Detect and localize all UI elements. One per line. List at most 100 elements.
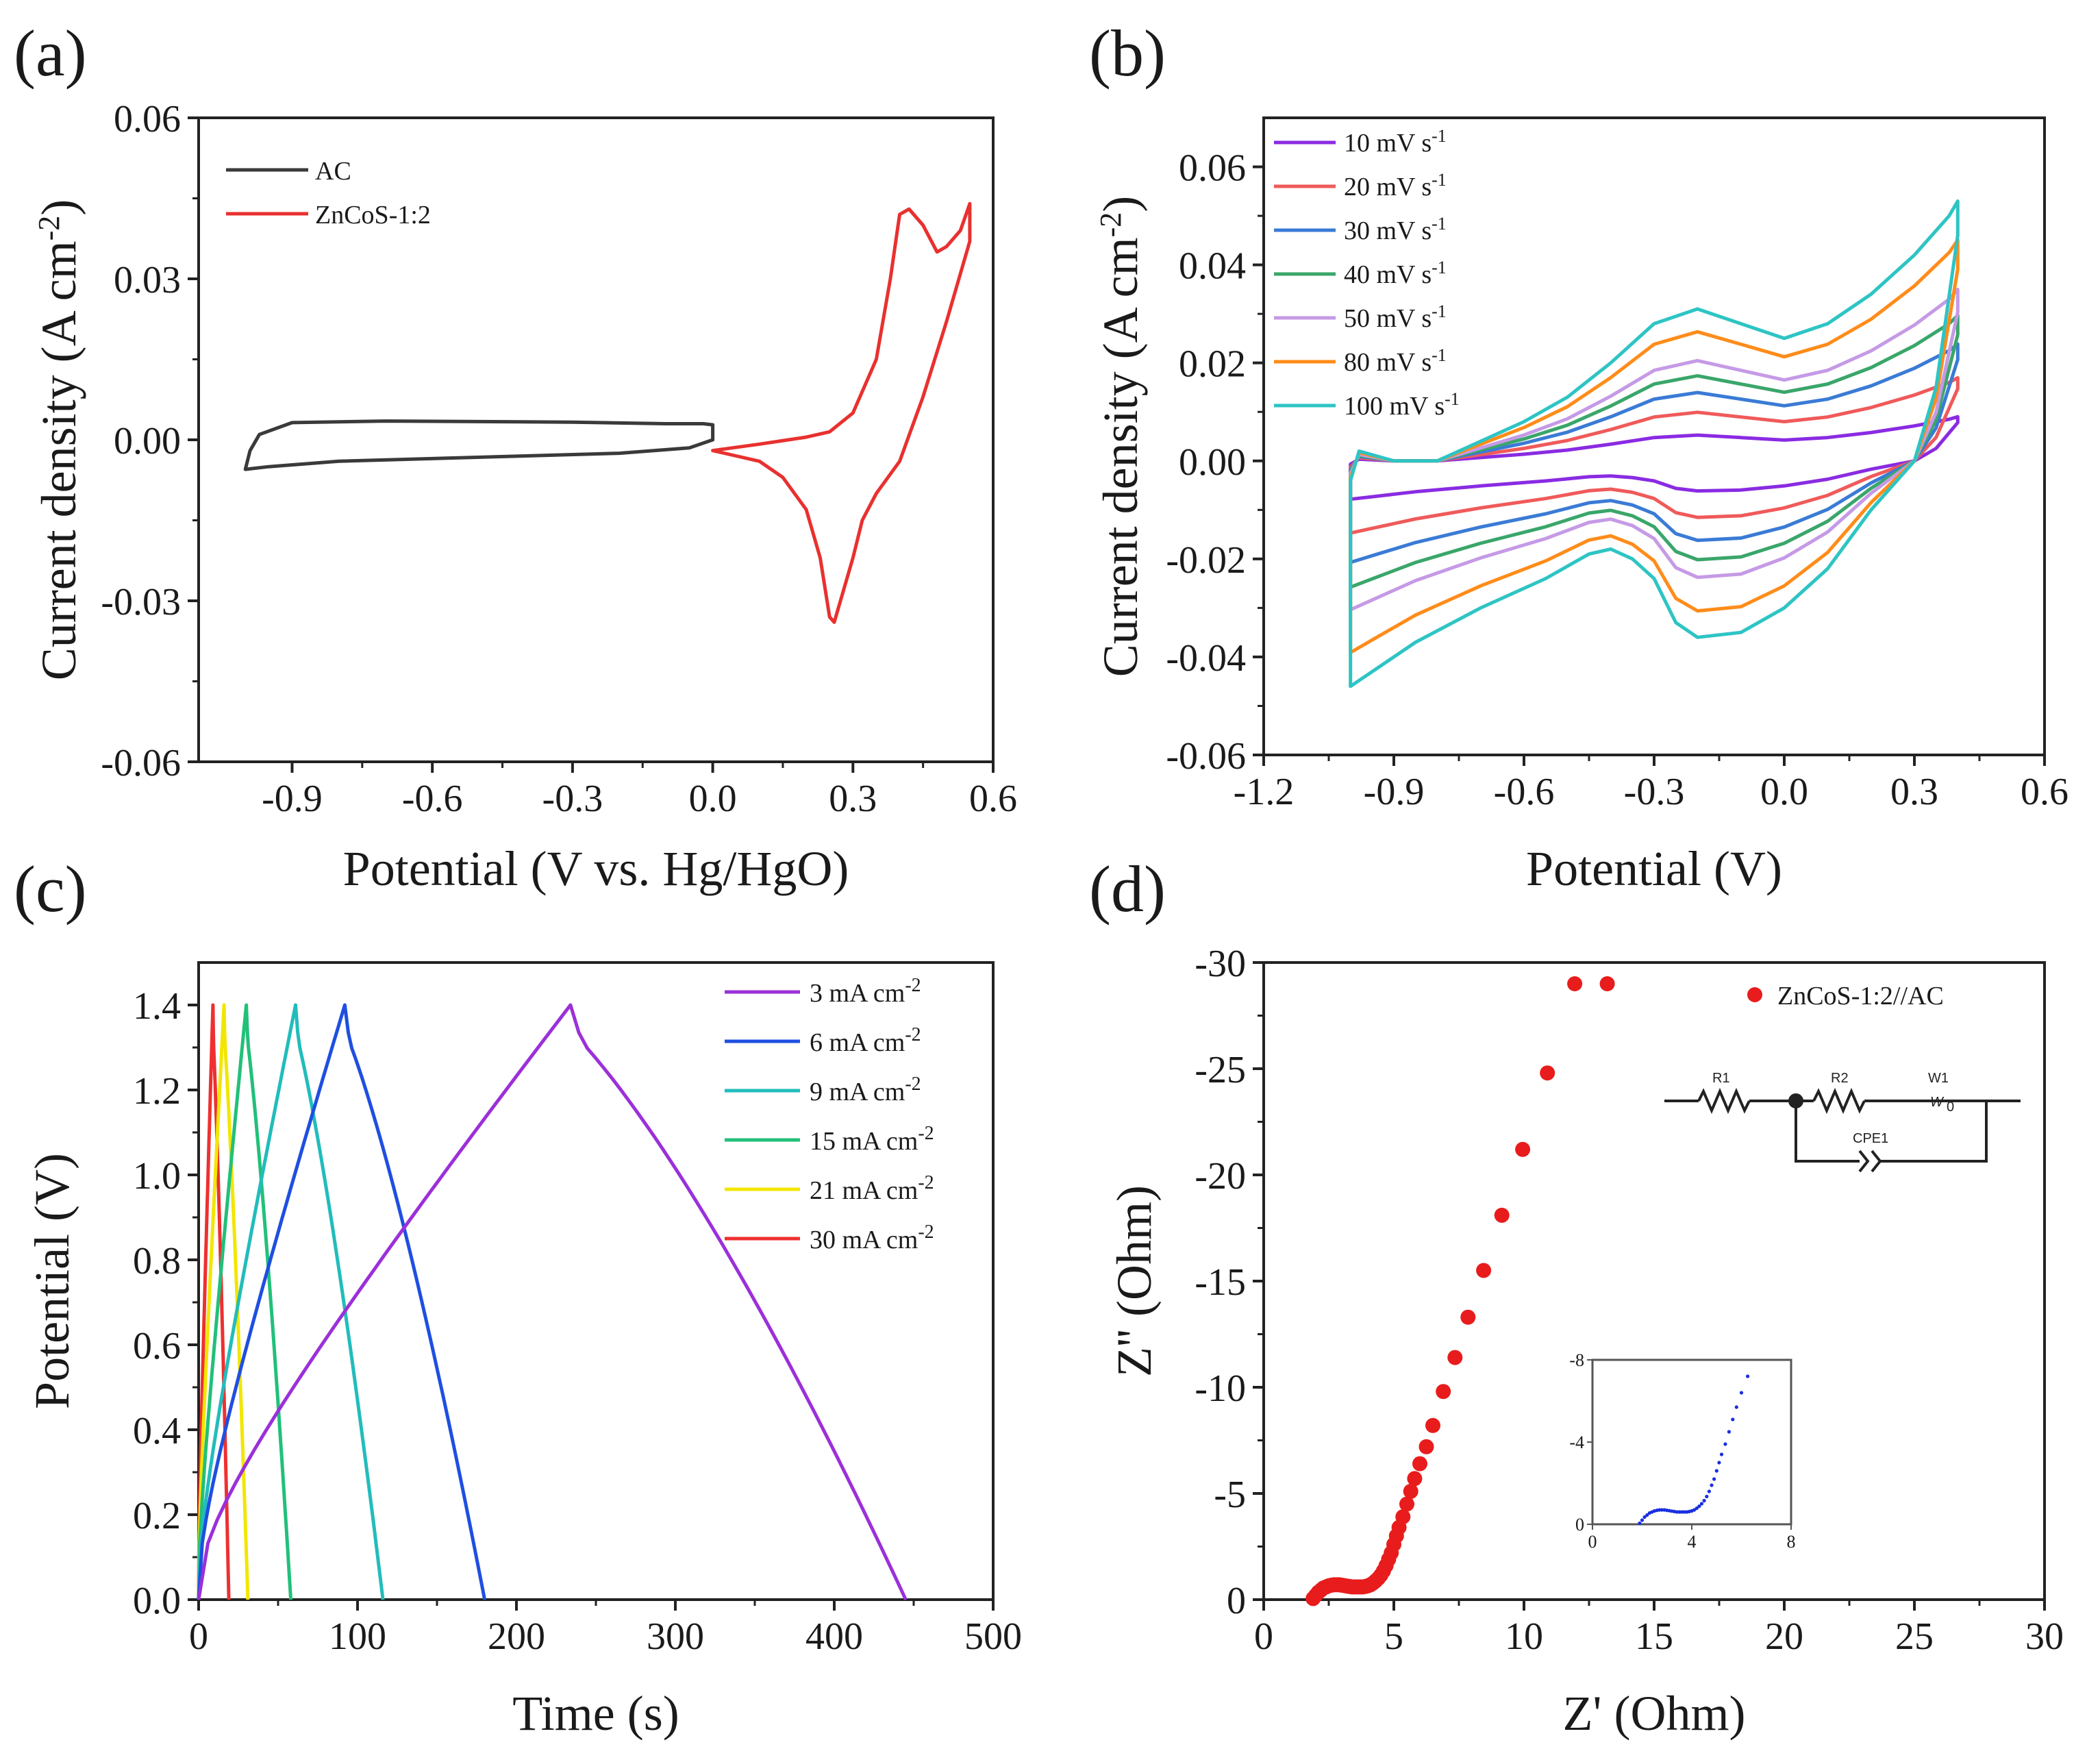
legend-label-b-main: 10 mV s [1344,129,1432,158]
gcd-curve [197,1003,231,1600]
cpe-icon [1858,1150,1870,1173]
nyquist-point [1407,1471,1423,1487]
nyquist-point [1399,1496,1414,1512]
legend-label-c-main: 30 mA cm [810,1226,918,1254]
legend-label-zncos: ZnCoS-1:2 [315,201,431,229]
nyquist-point [1447,1350,1463,1365]
legend-label-c-main: 3 mA cm [810,979,905,1008]
x-axis-title-b: Potential (V) [1526,841,1782,896]
legend-label-ac: AC [315,157,351,186]
cv-curve-1 [1349,375,1960,535]
legend-label-b-main: 50 mV s [1344,304,1432,333]
x-axis-title-d: Z' (Ohm) [1563,1686,1746,1741]
circuit-label-w-symbol: W [1930,1095,1945,1110]
x-tick-label: 400 [805,1615,863,1658]
y-tick-label: -10 [1195,1367,1246,1410]
nyquist-point [1494,1207,1510,1223]
legend-label-b: 80 mV s-1 [1344,345,1447,377]
nyquist-point [1418,1439,1434,1454]
panel-label-b: (b) [1089,16,1166,90]
inset-point [1638,1521,1642,1526]
x-axis-title-c: Time (s) [512,1686,679,1741]
inset-point [1699,1502,1704,1506]
inset-point [1723,1442,1727,1446]
y-tick-label: 0 [1227,1580,1246,1622]
legend-label-c-sup: -2 [918,1172,934,1193]
y-tick-label: 0.02 [1179,343,1246,386]
legend-label-b: 10 mV s-1 [1344,126,1447,158]
axis-ticks-a: -0.9 -0.6 -0.3 0.0 0.3 0.6 -0.06 -0.03 0.00 0.03 0… [101,98,1017,820]
y-tick-label: 0.6 [133,1325,181,1367]
legend-label-b-main: 100 mV s [1344,392,1445,421]
y-tick-label: 0.0 [133,1580,181,1622]
legend-label-b: 100 mV s-1 [1344,389,1460,421]
y-axis-title-a: Current density (A cm-2) [32,199,86,681]
legend-label-b: 40 mV s-1 [1344,258,1447,290]
y-axis-title-a-sup: -2 [32,216,66,241]
y-tick-label: -0.06 [101,742,181,784]
circuit-wire [1880,1101,1988,1163]
cv-curve-6 [1349,199,1960,688]
y-tick-label: -25 [1195,1049,1246,1091]
nyquist-point [1425,1417,1440,1433]
x-tick-label: 0.3 [1890,771,1938,813]
legend-label-c-sup: -2 [918,1221,934,1243]
panel-c: (c) 0 100 200 300 400 500 0.0 0.2 0.4 0.6 0.8 1.0 1.… [14,852,1022,1741]
y-tick-label: -5 [1214,1474,1246,1516]
legend-label-b: 50 mV s-1 [1344,301,1447,334]
x-tick-label: 0.0 [689,778,737,820]
legend-label-b-main: 80 mV s [1344,348,1432,377]
inset-point [1705,1494,1709,1499]
inset-y-tick-label: -4 [1569,1432,1584,1452]
x-tick-label: 0.3 [829,778,877,820]
inset-ticks: 0 4 8 0 -4 -8 [1569,1350,1795,1552]
axis-ticks-c: 0 100 200 300 400 500 0.0 0.2 0.4 0.6 0.8 1.0 1.2 1.4 [133,985,1022,1658]
x-tick-label: 200 [488,1615,545,1658]
inset-point [1719,1452,1724,1456]
inset-y-tick-label: 0 [1575,1515,1584,1535]
y-axis-title-b: Current density (A cm-2) [1093,196,1148,678]
y-tick-label: 1.2 [133,1070,181,1113]
legend-label-b-sup: -1 [1432,214,1447,234]
y-axis-title-c: Potential (V) [25,1153,79,1409]
legend-label-b-sup: -1 [1432,301,1447,321]
legend-label-b-main: 30 mV s [1344,216,1432,245]
circuit-label-cpe1: CPE1 [1853,1131,1888,1146]
legend-label-c: 30 mA cm-2 [810,1221,934,1255]
legend-label-c-sup: -2 [905,1024,921,1045]
panel-label-d: (d) [1089,852,1166,926]
inset-point [1712,1477,1716,1481]
inset-point [1734,1405,1738,1409]
y-tick-label: 0.06 [1179,147,1246,190]
nyquist-point [1476,1263,1492,1278]
cv-curve-5 [1349,238,1960,654]
nyquist-point [1403,1483,1418,1499]
gcd-curve [197,1003,908,1601]
inset-plot: 0 4 8 0 -4 -8 [1569,1350,1795,1552]
x-tick-label: 10 [1505,1615,1543,1658]
legend-b: 10 mV s-120 mV s-130 mV s-140 mV s-150 m… [1274,126,1460,421]
nyquist-point [1599,976,1615,991]
y-tick-label: 0.04 [1179,245,1246,288]
circuit-wire [1795,1101,1860,1163]
series-line-ac [243,419,715,471]
legend-c: 3 mA cm-26 mA cm-29 mA cm-215 mA cm-221 … [725,975,934,1255]
nyquist-point [1460,1309,1476,1325]
inset-point [1675,1510,1679,1514]
inset-point [1695,1506,1699,1511]
circuit-label-w-sub: 0 [1947,1100,1954,1115]
x-tick-label: 0 [1254,1615,1273,1658]
x-tick-label: -0.3 [542,778,603,820]
x-tick-label: -0.9 [262,778,323,820]
y-tick-label: 0.4 [133,1410,181,1452]
legend-marker-d [1747,987,1762,1002]
inset-point [1682,1510,1686,1514]
panel-b: (b) -1.2 -0.9 -0.6 -0.3 0.0 0.3 0.6-0.06-0.04-… [1089,16,2068,896]
circuit-label-r1: R1 [1712,1071,1730,1086]
inset-point [1640,1518,1645,1522]
circuit-label-w1: W1 [1928,1071,1949,1086]
cv-curve-2 [1349,342,1960,564]
legend-label-c-sup: -2 [905,975,921,996]
legend-label-c-sup: -2 [918,1123,934,1144]
resistor-r1-icon [1697,1087,1751,1115]
